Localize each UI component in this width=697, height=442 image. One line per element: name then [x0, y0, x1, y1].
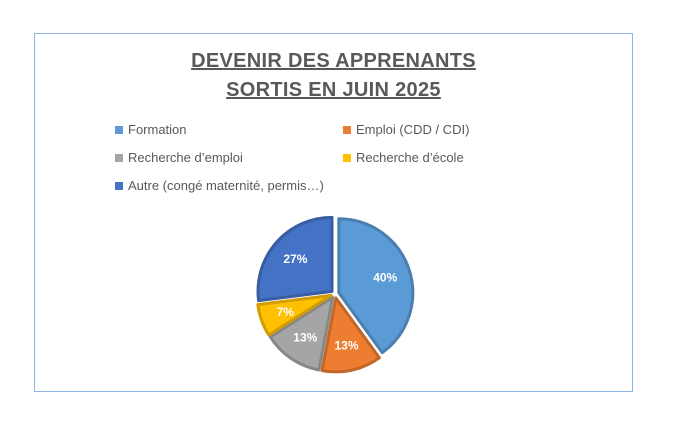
chart-title: DEVENIR DES APPRENANTS	[191, 50, 476, 72]
pie-label-recherche-ecole: 7%	[277, 305, 295, 319]
pie-label-emploi: 13%	[335, 339, 359, 353]
legend-item-recherche-emploi: Recherche d’emploi	[115, 150, 243, 165]
legend-swatch-emploi	[343, 125, 351, 134]
chart-frame: DEVENIR DES APPRENANTS SORTIS EN JUIN 20…	[34, 33, 633, 392]
pie-slice-recherche-ecole	[256, 293, 333, 337]
pie-label-autre: 27%	[283, 252, 307, 266]
legend-label-emploi: Emploi (CDD / CDI)	[356, 122, 470, 137]
legend-label-autre: Autre (congé maternité, permis…)	[128, 178, 324, 193]
legend-item-autre: Autre (congé maternité, permis…)	[115, 178, 324, 193]
legend-label-recherche-emploi: Recherche d’emploi	[128, 150, 243, 165]
pie-slice-recherche-emploi	[268, 295, 335, 372]
legend-item-emploi: Emploi (CDD / CDI)	[343, 122, 469, 137]
pie-slice-autre	[256, 215, 334, 303]
legend-label-formation: Formation	[128, 122, 187, 137]
legend-label-recherche-ecole: Recherche d’école	[356, 150, 464, 165]
legend-swatch-formation	[115, 125, 123, 134]
pie-label-formation: 40%	[373, 271, 397, 285]
legend-item-recherche-ecole: Recherche d’école	[343, 150, 464, 165]
legend-swatch-recherche-ecole	[343, 153, 351, 162]
legend-item-formation: Formation	[115, 122, 187, 137]
pie-slice-emploi	[320, 296, 381, 374]
pie-label-recherche-emploi: 13%	[293, 331, 317, 345]
legend-swatch-autre	[115, 181, 123, 190]
pie-slice-formation	[337, 217, 415, 355]
pie-chart: 40% 13% 13% 7% 27%	[256, 215, 415, 374]
chart-subtitle: SORTIS EN JUIN 2025	[226, 79, 441, 101]
legend-swatch-recherche-emploi	[115, 153, 123, 162]
